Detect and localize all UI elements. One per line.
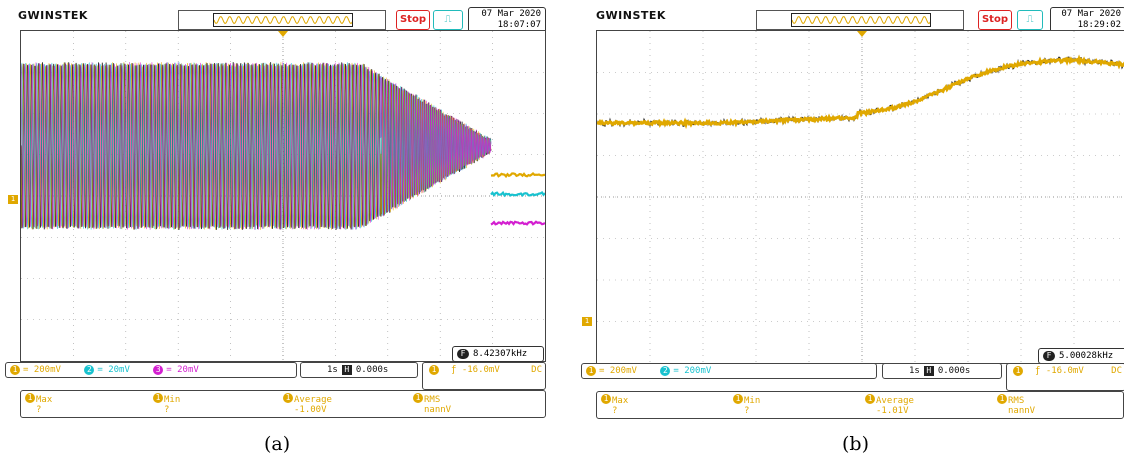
meas-rms: 1 RMS nannV <box>413 393 424 404</box>
frequency-icon: F <box>1043 351 1055 361</box>
horizontal-offset: 0.000s <box>356 365 389 375</box>
stop-button[interactable]: Stop <box>978 10 1012 30</box>
waveform-overview-window[interactable] <box>791 13 931 27</box>
frequency-readout: F 5.00028kHz <box>1038 348 1124 364</box>
ch1-level-marker[interactable]: 1 <box>8 195 18 204</box>
meas-max: 1 Max ? <box>601 394 612 405</box>
ch2-scale: = 20mV <box>97 365 130 375</box>
ch2-scale: = 200mV <box>673 366 711 376</box>
ch1-icon: 1 <box>586 366 596 376</box>
ch1-level-marker[interactable]: 1 <box>582 317 592 326</box>
trigger-settings[interactable]: 1 ƒ -16.0mV DC <box>422 362 546 390</box>
date-text: 07 Mar 2020 <box>469 9 541 20</box>
trigger-level: ƒ -16.0mV <box>1035 366 1084 376</box>
horizontal-position-icon: H <box>342 365 352 375</box>
trigger-coupling: DC <box>1111 366 1122 376</box>
waveform-overview-window[interactable] <box>213 13 353 27</box>
timebase-bar[interactable]: 1s H 0.000s <box>300 362 418 378</box>
horizontal-offset: 0.000s <box>938 366 971 376</box>
ch3-scale: = 20mV <box>166 365 199 375</box>
measurement-bar[interactable]: 1 Max ? 1 Min ? 1 Average -1.01V 1 RMS nannV <box>596 391 1124 419</box>
graticule <box>597 31 1124 363</box>
channel-scale-bar[interactable]: 1 = 200mV 2 = 20mV 3 = 20mV <box>5 362 297 378</box>
timebase-value: 1s <box>327 365 338 375</box>
channel-scale-bar[interactable]: 1 = 200mV 2 = 200mV <box>581 363 877 379</box>
ch-multi-traces <box>21 62 491 230</box>
settled-trace <box>491 193 545 196</box>
timebase-bar[interactable]: 1s H 0.000s <box>882 363 1002 379</box>
ch1-icon: 1 <box>10 365 20 375</box>
trigger-settings[interactable]: 1 ƒ -16.0mV DC <box>1006 363 1124 391</box>
panel-caption: (b) <box>842 433 869 455</box>
ch3-icon: 3 <box>153 365 163 375</box>
brand-logo: GWINSTEK <box>596 9 666 22</box>
memory-overview-bar[interactable] <box>178 10 386 30</box>
ch2-icon: 2 <box>84 365 94 375</box>
settled-trace <box>491 174 545 177</box>
measurement-bar[interactable]: 1 Max ? 1 Min ? 1 Average -1.00V 1 RMS nannV <box>20 390 546 418</box>
settled-trace <box>491 222 545 225</box>
waveform-svg <box>597 31 1124 363</box>
square-wave-trigger-icon[interactable]: ⎍ <box>433 10 463 30</box>
trigger-position-marker <box>857 31 867 37</box>
ch2-icon: 2 <box>660 366 670 376</box>
trigger-position-marker <box>278 31 288 37</box>
memory-overview-bar[interactable] <box>756 10 964 30</box>
stop-button[interactable]: Stop <box>396 10 430 30</box>
brand-logo: GWINSTEK <box>18 9 88 22</box>
waveform-screen[interactable] <box>20 30 546 362</box>
frequency-value: 5.00028kHz <box>1059 351 1113 361</box>
trigger-coupling: DC <box>531 365 542 375</box>
ch1-trace <box>597 59 1124 125</box>
meas-min: 1 Min ? <box>153 393 164 404</box>
meas-rms: 1 RMS nannV <box>997 394 1008 405</box>
meas-average: 1 Average -1.00V <box>283 393 294 404</box>
date-text: 07 Mar 2020 <box>1051 9 1121 20</box>
overview-wave <box>792 14 931 26</box>
waveform-screen[interactable] <box>596 30 1124 364</box>
frequency-icon: F <box>457 349 469 359</box>
meas-min: 1 Min ? <box>733 394 744 405</box>
horizontal-position-icon: H <box>924 366 934 376</box>
trigger-ch-icon: 1 <box>429 365 439 375</box>
ch1-scale: = 200mV <box>599 366 637 376</box>
panel-caption: (a) <box>264 433 290 455</box>
trigger-ch-icon: 1 <box>1013 366 1023 376</box>
timebase-value: 1s <box>909 366 920 376</box>
square-wave-trigger-icon[interactable]: ⎍ <box>1017 10 1043 30</box>
frequency-readout: F 8.42307kHz <box>452 346 544 362</box>
meas-average: 1 Average -1.01V <box>865 394 876 405</box>
frequency-value: 8.42307kHz <box>473 349 527 359</box>
meas-max: 1 Max ? <box>25 393 36 404</box>
ch1-scale: = 200mV <box>23 365 61 375</box>
trigger-level: ƒ -16.0mV <box>451 365 500 375</box>
waveform-svg <box>21 31 545 361</box>
overview-wave <box>214 14 353 26</box>
